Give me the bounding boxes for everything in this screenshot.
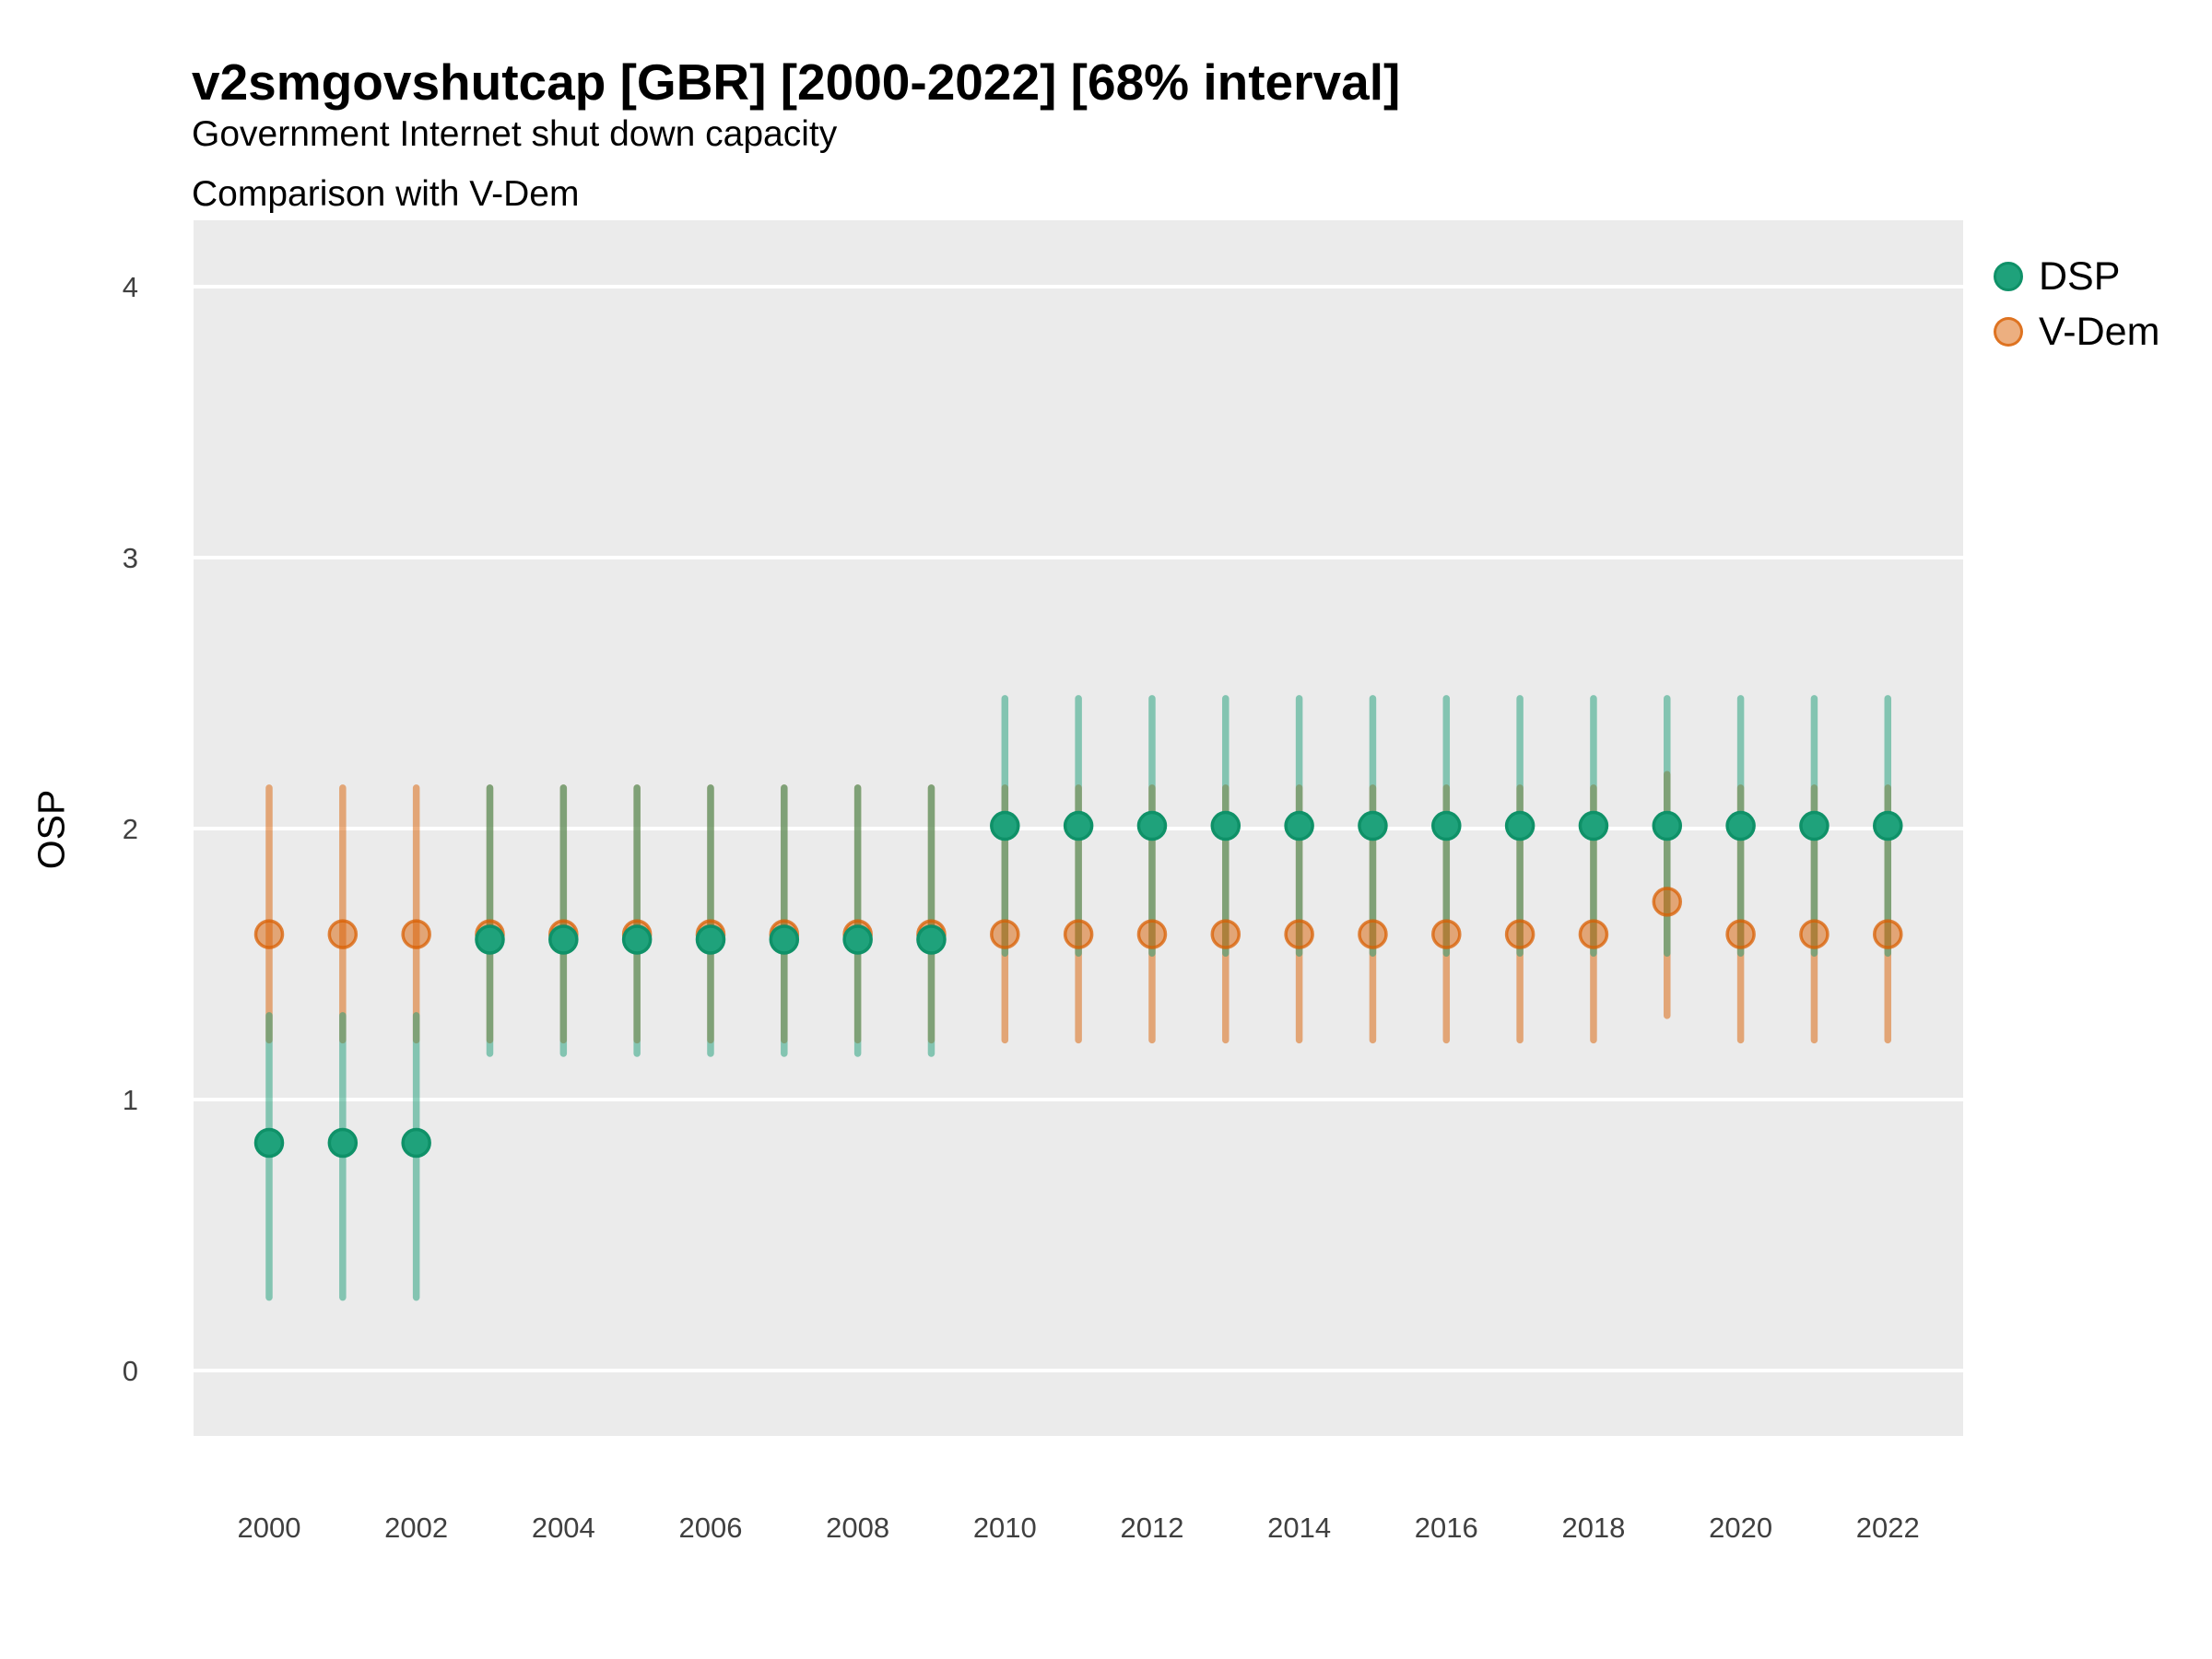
dsp-point — [990, 810, 1020, 841]
y-axis-title: OSP — [29, 789, 73, 870]
vdem-point — [1136, 919, 1168, 949]
vdem-point — [1431, 919, 1462, 949]
legend: DSP V-Dem — [1994, 249, 2159, 359]
vdem-point — [990, 919, 1020, 949]
legend-label-dsp: DSP — [2039, 253, 2121, 299]
dsp-point — [327, 1127, 359, 1159]
dsp-point — [1578, 810, 1609, 841]
y-tick-label: 2 — [123, 813, 138, 845]
x-tick-label: 2022 — [1856, 1512, 1920, 1544]
dsp-point — [695, 924, 726, 955]
vdem-point — [1578, 919, 1609, 949]
dsp-point — [1504, 810, 1535, 841]
dsp-point — [1799, 810, 1830, 841]
x-tick-label: 2012 — [1120, 1512, 1183, 1544]
vdem-point — [253, 919, 285, 949]
vdem-point — [1725, 919, 1756, 949]
dsp-point — [1210, 810, 1241, 841]
y-tick-label: 1 — [123, 1084, 138, 1116]
x-tick-label: 2004 — [532, 1512, 595, 1544]
vdem-point — [1873, 919, 1903, 949]
x-tick-label: 2014 — [1267, 1512, 1331, 1544]
dsp-point — [1873, 810, 1903, 841]
x-tick-label: 2020 — [1709, 1512, 1772, 1544]
vdem-point — [1504, 919, 1535, 949]
vdem-point — [1284, 919, 1314, 949]
legend-label-vdem: V-Dem — [2039, 309, 2160, 354]
x-tick-label: 2002 — [384, 1512, 448, 1544]
dsp-point — [1136, 810, 1168, 841]
dsp-point — [1284, 810, 1314, 841]
dsp-point — [1431, 810, 1462, 841]
dsp-point — [548, 924, 579, 955]
dsp-point — [769, 924, 800, 955]
vdem-point — [1799, 919, 1830, 949]
y-tick-label: 3 — [123, 542, 138, 574]
dsp-point — [916, 924, 947, 955]
x-tick-label: 2016 — [1415, 1512, 1478, 1544]
vdem-legend-dot-icon — [1994, 317, 2023, 347]
x-tick-label: 2000 — [238, 1512, 301, 1544]
legend-item-vdem: V-Dem — [1994, 304, 2159, 359]
dsp-point — [1652, 810, 1683, 841]
y-tick-label: 0 — [123, 1355, 138, 1387]
dsp-point — [1725, 810, 1756, 841]
x-tick-label: 2006 — [678, 1512, 742, 1544]
dsp-point — [842, 924, 873, 955]
chart-subtitle-line1: Government Internet shut down capacity — [192, 114, 838, 154]
dsp-point — [1063, 810, 1094, 841]
y-tick-label: 4 — [123, 271, 138, 303]
x-tick-label: 2018 — [1561, 1512, 1625, 1544]
dsp-legend-dot-icon — [1994, 262, 2023, 291]
x-tick-label: 2008 — [826, 1512, 889, 1544]
dsp-point — [401, 1127, 431, 1159]
vdem-point — [1210, 919, 1241, 949]
chart-title: v2smgovshutcap [GBR] [2000-2022] [68% in… — [192, 53, 1401, 111]
vdem-point — [327, 919, 359, 949]
x-tick-label: 2010 — [973, 1512, 1037, 1544]
dsp-point — [621, 924, 653, 955]
dsp-point — [475, 924, 505, 955]
vdem-point — [401, 919, 431, 949]
legend-item-dsp: DSP — [1994, 249, 2159, 304]
chart-subtitle-line2: Comparison with V-Dem — [192, 174, 580, 214]
vdem-point — [1358, 919, 1388, 949]
vdem-point — [1063, 919, 1094, 949]
dsp-point — [1358, 810, 1388, 841]
vdem-point — [1652, 887, 1683, 917]
dsp-point — [253, 1127, 285, 1159]
